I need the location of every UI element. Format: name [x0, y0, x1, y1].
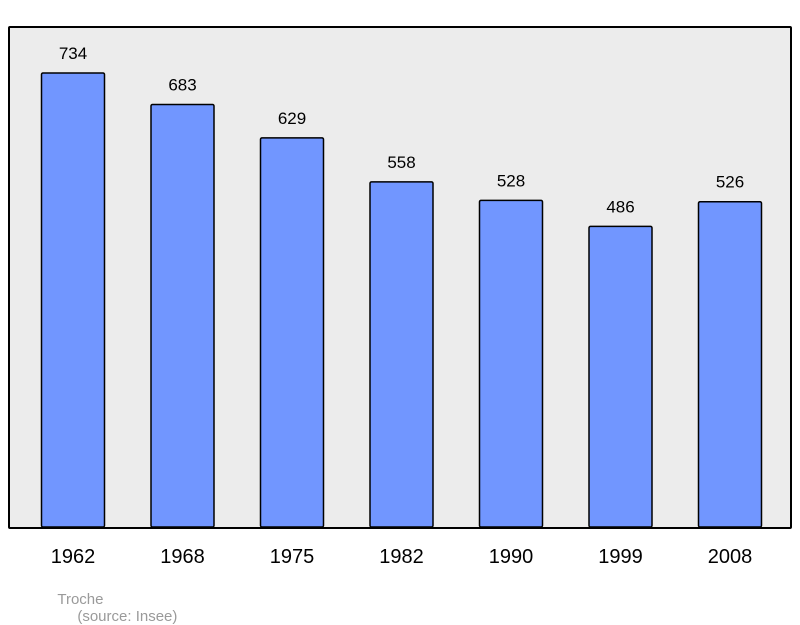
category-label-1999: 1999 — [598, 546, 643, 568]
value-label-1990: 528 — [497, 171, 525, 190]
category-label-1962: 1962 — [51, 546, 96, 568]
bar-1968 — [150, 103, 215, 528]
bar-1990 — [478, 199, 544, 528]
category-label-2008: 2008 — [708, 546, 753, 568]
value-label-2008: 526 — [716, 173, 744, 192]
bar-1975 — [259, 137, 325, 528]
value-label-1968: 683 — [168, 76, 196, 95]
chart-footer: Troche (source: Insee) — [49, 574, 177, 625]
bar-1999 — [588, 225, 653, 528]
bars-layer — [40, 72, 763, 528]
footer-source: (source: Insee) — [77, 608, 178, 625]
category-label-1975: 1975 — [270, 546, 315, 568]
category-label-1968: 1968 — [160, 546, 205, 568]
category-label-1990: 1990 — [489, 546, 534, 568]
bar-2008 — [697, 200, 763, 528]
value-label-1962: 734 — [59, 44, 87, 63]
value-label-1975: 629 — [278, 109, 306, 128]
value-label-1982: 558 — [387, 153, 415, 172]
value-labels-layer: 734 683 629 558 528 486 526 — [59, 44, 744, 216]
category-labels-layer: 1962 1968 1975 1982 1990 1999 2008 — [51, 546, 753, 568]
bar-1982 — [369, 181, 434, 528]
value-label-1999: 486 — [606, 197, 634, 216]
category-label-1982: 1982 — [379, 546, 424, 568]
footer-author: Troche — [57, 591, 104, 608]
bar-1962 — [40, 72, 106, 528]
